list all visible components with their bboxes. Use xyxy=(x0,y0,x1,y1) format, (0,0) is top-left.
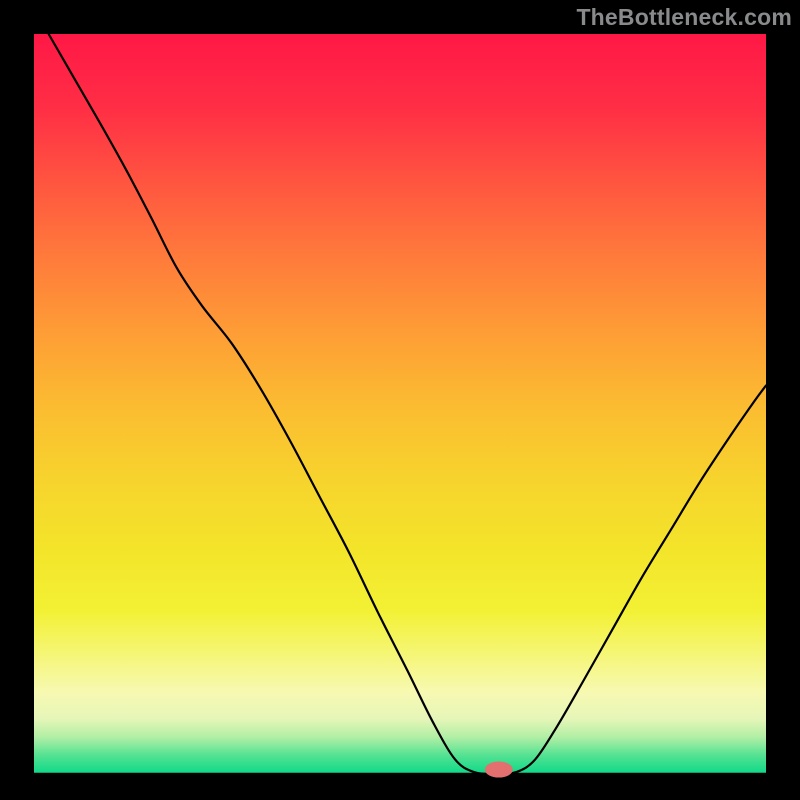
figure-container: TheBottleneck.com xyxy=(0,0,800,800)
watermark-text: TheBottleneck.com xyxy=(576,4,792,31)
optimum-marker xyxy=(485,762,513,778)
plot-background xyxy=(34,34,766,774)
bottleneck-chart xyxy=(0,0,800,800)
